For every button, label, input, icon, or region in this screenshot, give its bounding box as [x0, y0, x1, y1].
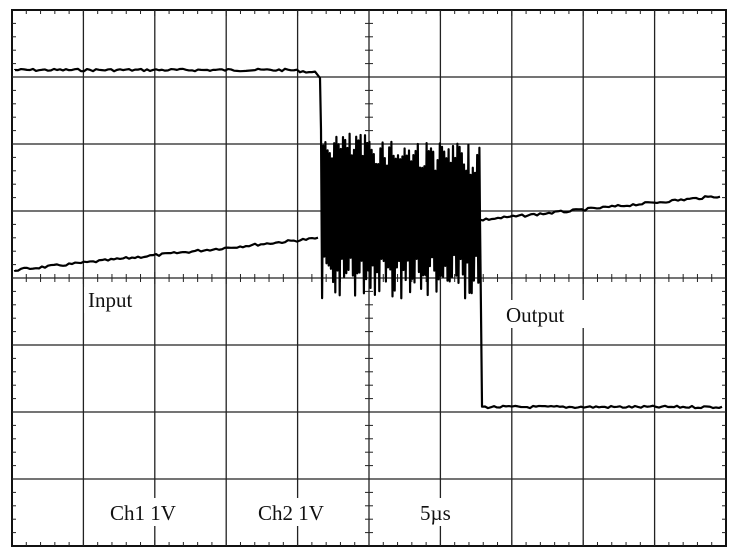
output-trace-high: [478, 195, 721, 222]
label-bg: [106, 498, 198, 526]
traces: [13, 67, 723, 410]
label-bg: [502, 300, 584, 328]
input-trace: [13, 67, 323, 131]
output-trace: [13, 236, 319, 272]
input-trace-low: [480, 404, 723, 410]
output-label: Output: [506, 303, 565, 327]
label-bg: [416, 498, 466, 526]
timebase: 5µs: [420, 501, 451, 525]
ch2-scale: Ch2 1V: [258, 501, 324, 525]
ch1-scale: Ch1 1V: [110, 501, 176, 525]
ringing: [319, 129, 484, 406]
graticule: [12, 10, 726, 546]
label-bg: [84, 287, 146, 313]
label-bg: [254, 498, 346, 526]
input-label: Input: [88, 288, 132, 312]
